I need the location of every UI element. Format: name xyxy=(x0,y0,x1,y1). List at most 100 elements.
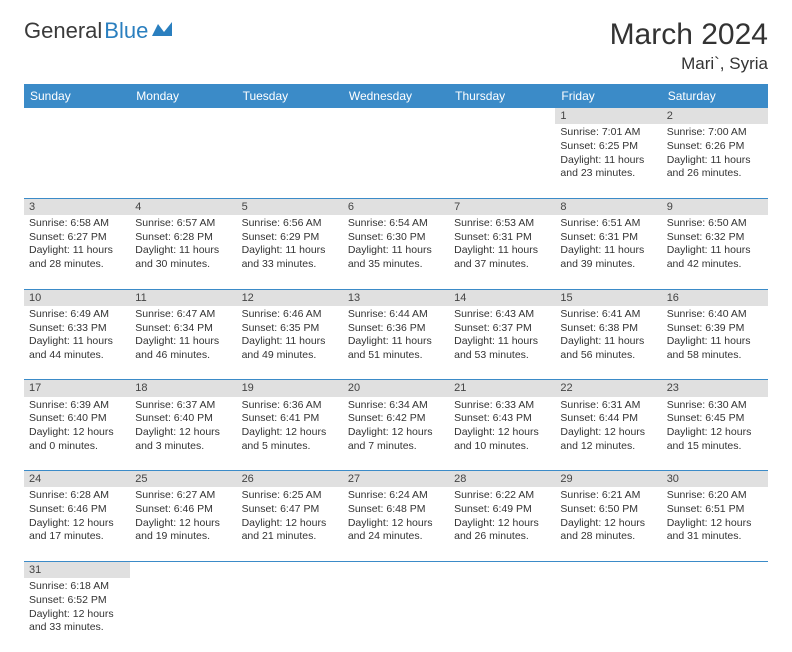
day-cell xyxy=(237,578,343,652)
sunset-text: Sunset: 6:27 PM xyxy=(29,231,125,245)
sunrise-text: Sunrise: 6:20 AM xyxy=(667,489,763,503)
day-number: 20 xyxy=(343,380,449,397)
day-number xyxy=(343,561,449,578)
d1-text: Daylight: 12 hours xyxy=(560,517,656,531)
sunset-text: Sunset: 6:25 PM xyxy=(560,140,656,154)
day-cell: Sunrise: 6:37 AMSunset: 6:40 PMDaylight:… xyxy=(130,397,236,471)
day-cell: Sunrise: 7:00 AMSunset: 6:26 PMDaylight:… xyxy=(662,124,768,198)
day-number xyxy=(555,561,661,578)
day-number xyxy=(130,561,236,578)
sunset-text: Sunset: 6:32 PM xyxy=(667,231,763,245)
day-cell: Sunrise: 6:34 AMSunset: 6:42 PMDaylight:… xyxy=(343,397,449,471)
d1-text: Daylight: 12 hours xyxy=(29,517,125,531)
day-number: 4 xyxy=(130,198,236,215)
sunset-text: Sunset: 6:26 PM xyxy=(667,140,763,154)
day-number: 19 xyxy=(237,380,343,397)
sunset-text: Sunset: 6:34 PM xyxy=(135,322,231,336)
d2-text: and 31 minutes. xyxy=(667,530,763,544)
sunrise-text: Sunrise: 6:41 AM xyxy=(560,308,656,322)
sunset-text: Sunset: 6:30 PM xyxy=(348,231,444,245)
day-cell: Sunrise: 6:28 AMSunset: 6:46 PMDaylight:… xyxy=(24,487,130,561)
sunrise-text: Sunrise: 6:43 AM xyxy=(454,308,550,322)
sunrise-text: Sunrise: 6:18 AM xyxy=(29,580,125,594)
day-cell: Sunrise: 6:53 AMSunset: 6:31 PMDaylight:… xyxy=(449,215,555,289)
day-number: 30 xyxy=(662,471,768,488)
d1-text: Daylight: 11 hours xyxy=(135,335,231,349)
sunset-text: Sunset: 6:37 PM xyxy=(454,322,550,336)
weekday-header: Thursday xyxy=(449,84,555,108)
weekday-header: Wednesday xyxy=(343,84,449,108)
sunrise-text: Sunrise: 6:51 AM xyxy=(560,217,656,231)
day-number-row: 17181920212223 xyxy=(24,380,768,397)
d2-text: and 24 minutes. xyxy=(348,530,444,544)
day-content-row: Sunrise: 6:58 AMSunset: 6:27 PMDaylight:… xyxy=(24,215,768,289)
d1-text: Daylight: 11 hours xyxy=(29,244,125,258)
d1-text: Daylight: 11 hours xyxy=(560,244,656,258)
sunset-text: Sunset: 6:42 PM xyxy=(348,412,444,426)
day-number-row: 10111213141516 xyxy=(24,289,768,306)
day-number: 8 xyxy=(555,198,661,215)
d2-text: and 12 minutes. xyxy=(560,440,656,454)
day-number: 2 xyxy=(662,108,768,124)
sunrise-text: Sunrise: 6:31 AM xyxy=(560,399,656,413)
day-cell xyxy=(130,578,236,652)
day-number-row: 12 xyxy=(24,108,768,124)
brand-name-b: Blue xyxy=(104,18,148,44)
day-cell: Sunrise: 6:24 AMSunset: 6:48 PMDaylight:… xyxy=(343,487,449,561)
day-cell: Sunrise: 6:31 AMSunset: 6:44 PMDaylight:… xyxy=(555,397,661,471)
sunrise-text: Sunrise: 6:39 AM xyxy=(29,399,125,413)
sunrise-text: Sunrise: 7:01 AM xyxy=(560,126,656,140)
sunrise-text: Sunrise: 7:00 AM xyxy=(667,126,763,140)
day-cell: Sunrise: 6:47 AMSunset: 6:34 PMDaylight:… xyxy=(130,306,236,380)
d1-text: Daylight: 12 hours xyxy=(348,517,444,531)
sunset-text: Sunset: 6:40 PM xyxy=(135,412,231,426)
day-cell xyxy=(130,124,236,198)
brand-logo: GeneralBlue xyxy=(24,18,172,44)
day-number xyxy=(237,561,343,578)
sunset-text: Sunset: 6:33 PM xyxy=(29,322,125,336)
sunrise-text: Sunrise: 6:58 AM xyxy=(29,217,125,231)
d1-text: Daylight: 11 hours xyxy=(348,335,444,349)
day-cell: Sunrise: 6:49 AMSunset: 6:33 PMDaylight:… xyxy=(24,306,130,380)
d1-text: Daylight: 11 hours xyxy=(242,244,338,258)
d2-text: and 15 minutes. xyxy=(667,440,763,454)
sunset-text: Sunset: 6:38 PM xyxy=(560,322,656,336)
sunrise-text: Sunrise: 6:56 AM xyxy=(242,217,338,231)
day-number: 16 xyxy=(662,289,768,306)
day-number: 14 xyxy=(449,289,555,306)
day-number: 26 xyxy=(237,471,343,488)
sunset-text: Sunset: 6:39 PM xyxy=(667,322,763,336)
day-cell: Sunrise: 6:51 AMSunset: 6:31 PMDaylight:… xyxy=(555,215,661,289)
sunrise-text: Sunrise: 6:21 AM xyxy=(560,489,656,503)
sunset-text: Sunset: 6:45 PM xyxy=(667,412,763,426)
weekday-header: Friday xyxy=(555,84,661,108)
day-number: 12 xyxy=(237,289,343,306)
sunset-text: Sunset: 6:31 PM xyxy=(454,231,550,245)
sunset-text: Sunset: 6:46 PM xyxy=(135,503,231,517)
day-number: 29 xyxy=(555,471,661,488)
sunrise-text: Sunrise: 6:49 AM xyxy=(29,308,125,322)
day-number xyxy=(130,108,236,124)
sunrise-text: Sunrise: 6:40 AM xyxy=(667,308,763,322)
title-block: March 2024 Mari`, Syria xyxy=(610,18,768,74)
day-cell: Sunrise: 6:41 AMSunset: 6:38 PMDaylight:… xyxy=(555,306,661,380)
sunset-text: Sunset: 6:52 PM xyxy=(29,594,125,608)
day-number xyxy=(343,108,449,124)
d1-text: Daylight: 11 hours xyxy=(560,154,656,168)
d2-text: and 46 minutes. xyxy=(135,349,231,363)
day-cell: Sunrise: 6:30 AMSunset: 6:45 PMDaylight:… xyxy=(662,397,768,471)
d2-text: and 3 minutes. xyxy=(135,440,231,454)
sunrise-text: Sunrise: 6:37 AM xyxy=(135,399,231,413)
sunset-text: Sunset: 6:35 PM xyxy=(242,322,338,336)
sunrise-text: Sunrise: 6:34 AM xyxy=(348,399,444,413)
d2-text: and 26 minutes. xyxy=(454,530,550,544)
sunset-text: Sunset: 6:36 PM xyxy=(348,322,444,336)
d2-text: and 33 minutes. xyxy=(242,258,338,272)
day-cell: Sunrise: 6:27 AMSunset: 6:46 PMDaylight:… xyxy=(130,487,236,561)
sunset-text: Sunset: 6:40 PM xyxy=(29,412,125,426)
sunrise-text: Sunrise: 6:54 AM xyxy=(348,217,444,231)
d1-text: Daylight: 12 hours xyxy=(454,517,550,531)
day-number-row: 24252627282930 xyxy=(24,471,768,488)
d1-text: Daylight: 12 hours xyxy=(29,426,125,440)
sunrise-text: Sunrise: 6:53 AM xyxy=(454,217,550,231)
